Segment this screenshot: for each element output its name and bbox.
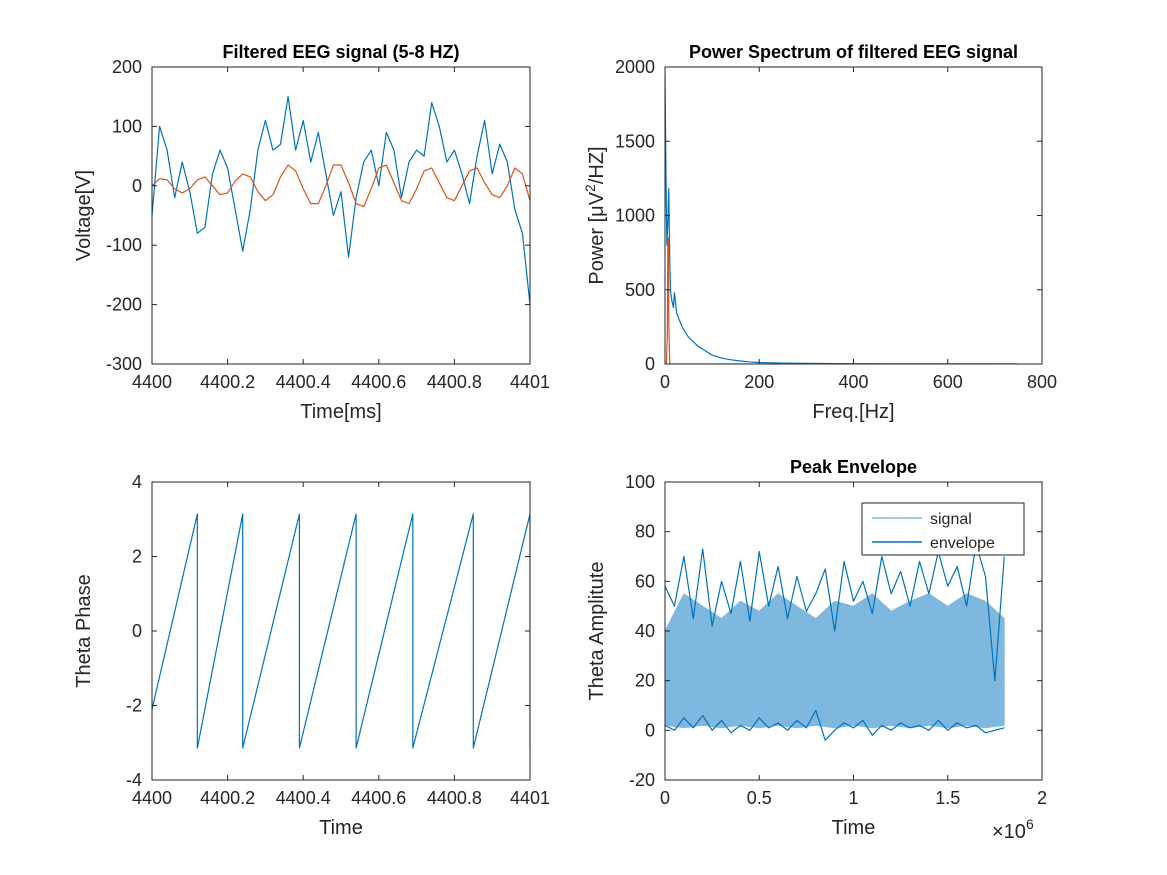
series-1-line bbox=[152, 96, 530, 305]
x-tick-label: 4400.6 bbox=[351, 788, 406, 808]
x-tick-label: 0 bbox=[660, 788, 670, 808]
y-axis-label: Theta Phase bbox=[73, 574, 95, 687]
y-axis-label: Power [μV2/HZ] bbox=[582, 146, 608, 284]
y-tick-label: 100 bbox=[625, 472, 655, 492]
y-tick-label: 4 bbox=[132, 472, 142, 492]
x-tick-label: 400 bbox=[838, 372, 868, 392]
series-2-line bbox=[665, 237, 1019, 364]
axes-box bbox=[151, 66, 531, 365]
y-tick-label: 1500 bbox=[615, 131, 655, 151]
x-tick-label: 0.5 bbox=[747, 788, 772, 808]
x-tick-label: 4400.6 bbox=[351, 372, 406, 392]
chart-title: Filtered EEG signal (5-8 HZ) bbox=[222, 42, 459, 62]
chart-title: Power Spectrum of filtered EEG signal bbox=[689, 42, 1018, 62]
y-axis-label: Voltage[V] bbox=[73, 170, 95, 261]
x-tick-label: 0 bbox=[660, 372, 670, 392]
y-tick-label: -100 bbox=[106, 235, 142, 255]
x-axis-label: Time bbox=[832, 817, 876, 839]
series-1-line bbox=[665, 74, 1019, 364]
y-tick-label: 0 bbox=[132, 176, 142, 196]
x-axis-label: Freq.[Hz] bbox=[812, 401, 894, 423]
x-tick-label: 4400.4 bbox=[276, 788, 331, 808]
plot-area bbox=[152, 67, 530, 364]
y-tick-label: 60 bbox=[635, 571, 655, 591]
legend-label-envelope: envelope bbox=[930, 535, 995, 552]
y-tick-label: 500 bbox=[625, 280, 655, 300]
y-tick-label: 2000 bbox=[615, 57, 655, 77]
x-tick-label: 4401 bbox=[510, 372, 550, 392]
y-tick-label: -200 bbox=[106, 295, 142, 315]
x-tick-label: 4400.2 bbox=[200, 372, 255, 392]
subplot-3: 4400 4400.2 4400.4 4400.6 4400.8 4401 -4 -2 0 2 4 T… bbox=[73, 472, 550, 839]
y-tick-label: -2 bbox=[126, 696, 142, 716]
y-tick-label: 80 bbox=[635, 522, 655, 542]
y-tick-label: 1000 bbox=[615, 206, 655, 226]
x-tick-label: 200 bbox=[744, 372, 774, 392]
y-tick-label: -4 bbox=[126, 770, 142, 790]
y-tick-label: -20 bbox=[629, 770, 655, 790]
x-axis-exponent: ×106 bbox=[992, 816, 1034, 843]
x-tick-label: 4400.8 bbox=[427, 372, 482, 392]
plot-area bbox=[665, 67, 1042, 364]
y-tick-label: 0 bbox=[645, 354, 655, 374]
envelope-line bbox=[665, 709, 1005, 741]
x-tick-label: 4400.8 bbox=[427, 788, 482, 808]
series-1-line bbox=[152, 513, 530, 749]
legend-label-signal: signal bbox=[930, 511, 972, 528]
y-tick-label: 20 bbox=[635, 671, 655, 691]
y-tick-label: 100 bbox=[112, 116, 142, 136]
y-tick-label: 40 bbox=[635, 621, 655, 641]
x-axis-label: Time bbox=[319, 817, 363, 839]
x-tick-label: 4401 bbox=[510, 788, 550, 808]
x-tick-label: 1 bbox=[848, 788, 858, 808]
y-tick-label: 2 bbox=[132, 547, 142, 567]
y-tick-label: 200 bbox=[112, 57, 142, 77]
x-tick-label: 4400 bbox=[132, 788, 172, 808]
series-group bbox=[665, 543, 1005, 741]
chart-title: Peak Envelope bbox=[790, 457, 917, 477]
plot-area bbox=[152, 482, 530, 780]
y-tick-label: 0 bbox=[132, 621, 142, 641]
legend-box bbox=[861, 502, 1025, 556]
x-tick-label: 800 bbox=[1027, 372, 1057, 392]
x-tick-label: 4400.4 bbox=[276, 372, 331, 392]
series-2-line bbox=[152, 164, 530, 208]
y-tick-label: -300 bbox=[106, 354, 142, 374]
y-tick-label: 0 bbox=[645, 720, 655, 740]
x-tick-label: 4400 bbox=[132, 372, 172, 392]
x-tick-label: 4400.2 bbox=[200, 788, 255, 808]
x-axis-label: Time[ms] bbox=[300, 401, 381, 423]
series-group bbox=[152, 513, 530, 749]
legend: signal envelope bbox=[861, 502, 1025, 556]
subplot-2: 0 200 400 600 800 0 500 1000 1500 2000 Power Spect… bbox=[582, 42, 1057, 423]
envelope-line bbox=[665, 543, 1005, 682]
y-axis-label: Theta Amplitute bbox=[586, 562, 608, 701]
series-group bbox=[665, 74, 1019, 364]
x-tick-label: 2 bbox=[1037, 788, 1047, 808]
x-tick-label: 1.5 bbox=[935, 788, 960, 808]
x-tick-label: 600 bbox=[933, 372, 963, 392]
subplot-1: 4400 4400.2 4400.4 4400.6 4400.8 4401 -300 -200… bbox=[73, 42, 550, 423]
series-group bbox=[152, 96, 530, 305]
